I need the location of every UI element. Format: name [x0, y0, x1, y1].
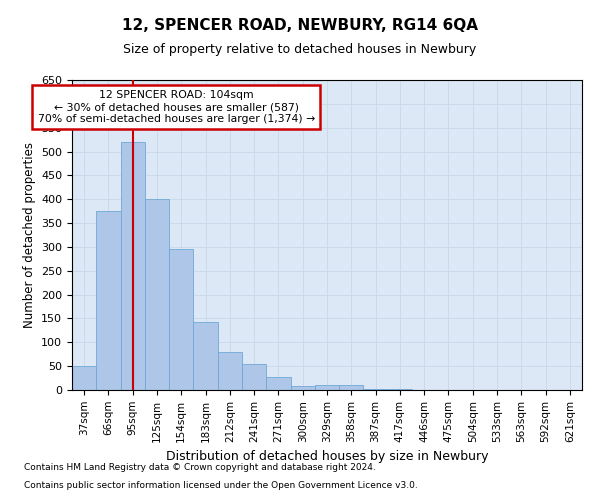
Text: Size of property relative to detached houses in Newbury: Size of property relative to detached ho…: [124, 42, 476, 56]
Text: 12, SPENCER ROAD, NEWBURY, RG14 6QA: 12, SPENCER ROAD, NEWBURY, RG14 6QA: [122, 18, 478, 32]
Text: 12 SPENCER ROAD: 104sqm
← 30% of detached houses are smaller (587)
70% of semi-d: 12 SPENCER ROAD: 104sqm ← 30% of detache…: [38, 90, 315, 124]
Bar: [266, 376, 290, 390]
Y-axis label: Number of detached properties: Number of detached properties: [23, 142, 35, 328]
Bar: [339, 385, 364, 390]
Bar: [388, 389, 412, 390]
Bar: [169, 250, 193, 390]
Text: Contains HM Land Registry data © Crown copyright and database right 2024.: Contains HM Land Registry data © Crown c…: [24, 464, 376, 472]
Bar: [364, 388, 388, 390]
Bar: [96, 211, 121, 390]
X-axis label: Distribution of detached houses by size in Newbury: Distribution of detached houses by size …: [166, 450, 488, 463]
Bar: [242, 364, 266, 390]
Bar: [72, 366, 96, 390]
Bar: [121, 142, 145, 390]
Bar: [218, 352, 242, 390]
Bar: [290, 386, 315, 390]
Text: Contains public sector information licensed under the Open Government Licence v3: Contains public sector information licen…: [24, 481, 418, 490]
Bar: [145, 199, 169, 390]
Bar: [193, 322, 218, 390]
Bar: [315, 385, 339, 390]
